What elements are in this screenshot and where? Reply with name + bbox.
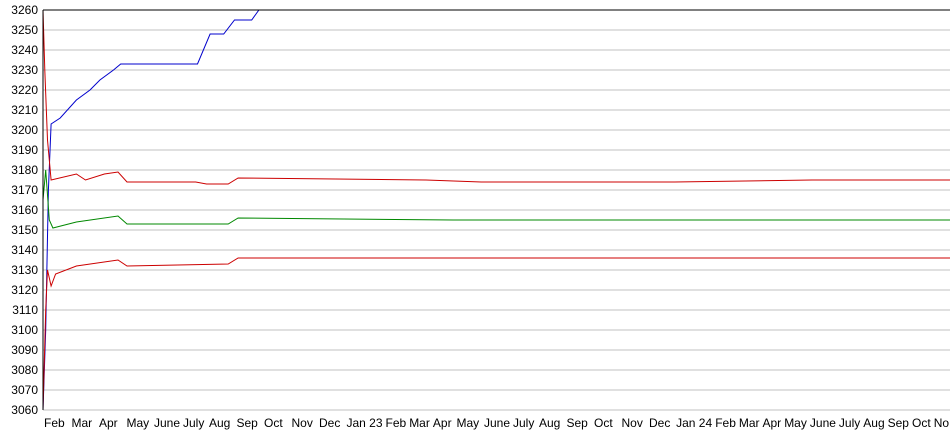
x-tick-label: Sep xyxy=(888,416,910,430)
y-tick-label: 3120 xyxy=(11,283,38,297)
x-tick-label: June xyxy=(154,416,180,430)
x-tick-label: July xyxy=(183,416,204,430)
series-line-1 xyxy=(42,9,950,185)
x-tick-label: Feb xyxy=(715,416,736,430)
x-tick-label: Oct xyxy=(594,416,613,430)
x-tick-label: July xyxy=(513,416,534,430)
x-tick-label: Apr xyxy=(763,416,782,430)
y-tick-label: 3150 xyxy=(11,223,38,237)
x-tick-label: Jan 24 xyxy=(676,416,712,430)
x-tick-label: Nov xyxy=(622,416,643,430)
x-axis-ticks: Feb Mar Apr May June July Aug Sep Oct Nov Dec Jan 2… xyxy=(44,416,949,430)
y-tick-label: 3110 xyxy=(12,303,38,317)
y-tick-label: 3090 xyxy=(11,343,38,357)
x-tick-label: June xyxy=(810,416,836,430)
series-lines xyxy=(42,9,950,411)
x-tick-label: Nov xyxy=(292,416,313,430)
y-tick-label: 3230 xyxy=(11,63,38,77)
x-tick-label: Oct xyxy=(912,416,931,430)
y-tick-label: 3070 xyxy=(11,383,38,397)
x-tick-label: July xyxy=(839,416,860,430)
x-tick-label: Aug xyxy=(863,416,884,430)
x-tick-label: Mar xyxy=(739,416,760,430)
series-line-2 xyxy=(42,169,950,229)
x-tick-label: Aug xyxy=(539,416,560,430)
y-tick-label: 3140 xyxy=(11,243,38,257)
x-tick-label: Oct xyxy=(264,416,283,430)
y-tick-label: 3210 xyxy=(11,103,38,117)
y-tick-label: 3160 xyxy=(11,203,38,217)
x-tick-label: No xyxy=(934,416,950,430)
x-tick-label: Feb xyxy=(386,416,407,430)
y-tick-label: 3250 xyxy=(11,23,38,37)
x-tick-label: Dec xyxy=(319,416,340,430)
x-tick-label: Feb xyxy=(44,416,65,430)
y-tick-label: 3100 xyxy=(11,323,38,337)
y-tick-label: 3240 xyxy=(11,43,38,57)
y-tick-label: 3180 xyxy=(11,163,38,177)
x-tick-label: Dec xyxy=(649,416,670,430)
y-tick-label: 3220 xyxy=(11,83,38,97)
y-tick-label: 3170 xyxy=(11,183,38,197)
y-tick-label: 3200 xyxy=(11,123,38,137)
y-tick-label: 3130 xyxy=(11,263,38,277)
y-tick-label: 3080 xyxy=(11,363,38,377)
x-tick-label: Aug xyxy=(209,416,230,430)
y-axis-ticks: 3060 3070 3080 3090 3100 3110 3120 3130 3140 3150… xyxy=(11,3,38,417)
x-tick-label: May xyxy=(127,416,150,430)
y-tick-label: 3060 xyxy=(11,403,38,417)
x-tick-label: Sep xyxy=(237,416,259,430)
x-tick-label: June xyxy=(484,416,510,430)
x-tick-label: Apr xyxy=(99,416,118,430)
series-line-0 xyxy=(42,9,950,411)
x-tick-label: May xyxy=(457,416,480,430)
x-tick-label: Jan 23 xyxy=(347,416,383,430)
y-tick-label: 3260 xyxy=(11,3,38,17)
x-tick-label: Mar xyxy=(409,416,430,430)
x-tick-label: Apr xyxy=(433,416,452,430)
x-tick-label: Sep xyxy=(567,416,589,430)
gridlines xyxy=(43,9,950,411)
x-tick-label: May xyxy=(784,416,807,430)
x-tick-label: Mar xyxy=(72,416,93,430)
series-line-3 xyxy=(42,257,950,411)
y-tick-label: 3190 xyxy=(11,143,38,157)
